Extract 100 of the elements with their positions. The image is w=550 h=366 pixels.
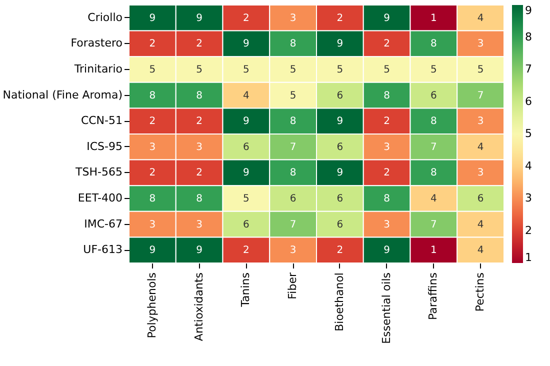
data-label: 2 [243,245,250,256]
data-label: 9 [384,245,390,256]
x-tick-label: Paraffins [426,272,440,320]
data-label: 7 [430,219,437,230]
data-label: 7 [290,219,296,230]
data-label: 9 [243,168,250,179]
x-tick-label: Fiber [286,272,300,300]
color-bar-label: 2 [525,224,532,237]
data-label: 3 [477,116,484,128]
data-label: 8 [196,194,202,204]
data-label: 2 [336,12,344,24]
data-label: 6 [243,142,250,153]
color-bar-label: 1 [525,251,532,264]
data-label: 2 [196,38,202,50]
data-label: 2 [384,116,390,128]
color-bar-label: 5 [525,127,532,140]
data-label: 3 [384,142,390,153]
y-tick-label: Forastero [70,36,123,50]
data-label: 2 [196,116,202,128]
data-label: 3 [477,38,484,50]
data-label: 8 [290,116,296,128]
data-label: 6 [336,219,344,230]
data-label: 5 [290,90,296,102]
data-label: 4 [477,142,484,153]
data-label: 9 [336,168,344,179]
data-label: 8 [290,38,296,50]
data-label: 2 [149,116,156,128]
data-label: 2 [336,245,344,256]
x-tick-label: Pectins [474,272,487,312]
color-bar-label: 4 [525,159,532,172]
data-label: 2 [243,12,250,24]
data-label: 6 [477,194,484,204]
data-label: 3 [384,219,390,230]
data-label: 3 [477,168,484,179]
data-label: 8 [196,90,202,102]
data-label: 5 [290,64,296,76]
data-label: 8 [290,168,296,179]
data-label: 2 [384,168,390,179]
data-label: 5 [430,64,437,76]
color-bar-label: 9 [525,4,532,17]
data-label: 3 [196,142,202,153]
data-label: 2 [149,168,156,179]
data-label: 9 [149,12,156,24]
data-label: 4 [243,90,250,102]
data-label: 3 [290,12,296,24]
data-label: 8 [430,116,437,128]
data-label: 9 [243,38,250,50]
data-label: 9 [336,38,344,50]
data-label: 8 [384,90,390,102]
data-label: 3 [196,219,202,230]
x-tick-label: Bioethanol [332,272,346,332]
data-label: 5 [149,64,156,76]
data-label: 3 [149,142,156,153]
data-label: 8 [149,194,156,204]
x-tick-label: Tanins [239,272,252,308]
data-label: 9 [196,245,202,256]
data-label: 5 [477,64,484,76]
data-label: 9 [336,116,344,128]
data-label: 2 [149,38,156,50]
color-bar-label: 7 [525,62,532,76]
data-label: 2 [384,38,390,50]
data-label: 9 [149,245,156,256]
data-label: 4 [430,194,437,204]
data-label: 1 [430,245,437,256]
data-label: 7 [477,90,484,102]
x-tick-label: Polyphenols [145,272,158,338]
y-tick-label: Trinitario [73,62,123,76]
data-label: 5 [196,64,202,76]
data-label: 6 [243,219,250,230]
data-label: 6 [336,90,344,102]
data-label: 4 [477,245,484,256]
data-label: 5 [384,64,390,76]
data-label: 6 [290,194,296,204]
y-tick-label: TSH-565 [74,166,122,179]
x-tick-label: Antioxidants [192,272,206,342]
data-label: 9 [196,12,202,24]
x-tick-label: Essential oils [380,272,393,344]
data-label: 7 [290,142,296,153]
y-tick-label: EET-400 [78,192,122,204]
y-tick-label: ICS-95 [86,140,122,153]
y-tick-label: Criollo [88,10,123,24]
y-tick-label: National (Fine Aroma) [2,88,122,102]
y-tick-label: IMC-67 [84,217,122,230]
data-label: 4 [477,12,484,24]
data-label: 5 [336,64,344,76]
data-label: 5 [243,64,250,76]
data-label: 9 [384,12,390,24]
color-bar-label: 3 [525,192,532,204]
data-label: 9 [243,116,250,128]
data-label: 8 [149,90,156,102]
data-label: 8 [430,168,437,179]
data-label: 2 [196,168,202,179]
data-label: 7 [430,142,437,153]
y-tick-label: UF-613 [83,243,122,256]
color-bar-label: 6 [525,94,532,108]
color-bar-label: 8 [525,30,532,44]
y-tick-label: CCN-51 [80,114,122,128]
data-label: 8 [430,38,437,50]
data-label: 4 [477,219,484,230]
data-label: 5 [243,194,250,204]
